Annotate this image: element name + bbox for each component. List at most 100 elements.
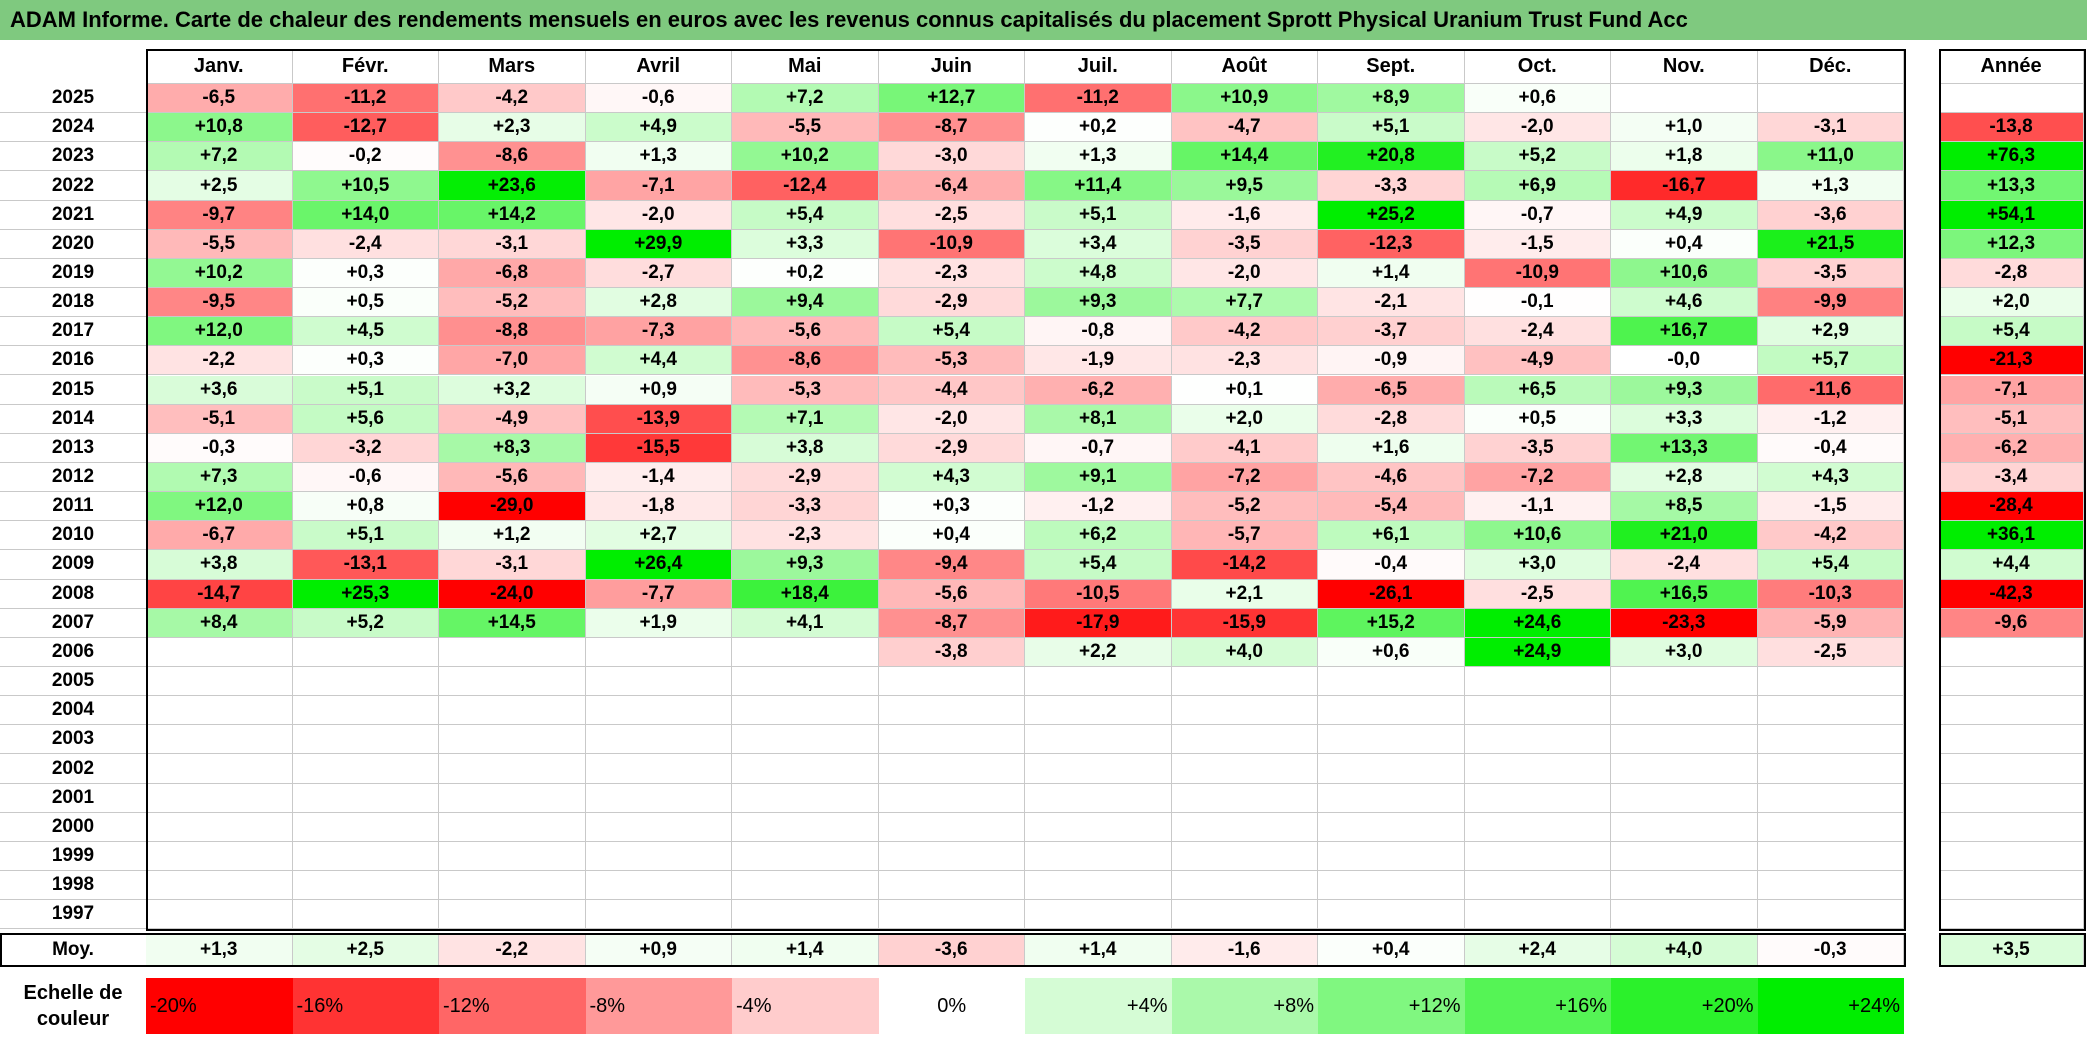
- heatmap-cell: [146, 871, 293, 901]
- heatmap-cell: +10,9: [1171, 84, 1318, 114]
- heatmap-cell: +9,3: [1611, 375, 1758, 405]
- heatmap-cell: [1025, 667, 1172, 697]
- color-scale-stop: -16%: [292, 978, 439, 1034]
- year-header: Année: [1939, 49, 2084, 84]
- heatmap-cell: +4,9: [585, 113, 732, 143]
- average-label: Moy.: [0, 934, 146, 966]
- annual-cell: [1939, 667, 2084, 697]
- year-label: 2020: [0, 230, 146, 259]
- average-cell: +0,4: [1318, 934, 1465, 966]
- heatmap-cell: [292, 900, 439, 930]
- year-label: 2006: [0, 638, 146, 667]
- heatmap-cell: -6,5: [1318, 375, 1465, 405]
- heatmap-cell: +4,1: [732, 608, 879, 638]
- heatmap-cell: -14,7: [146, 579, 293, 609]
- average-cell: -2,2: [439, 934, 586, 966]
- heatmap-cell: -0,3: [146, 433, 293, 463]
- heatmap-cell: +12,7: [878, 84, 1025, 114]
- heatmap-cell: +0,3: [292, 346, 439, 376]
- heatmap-cell: [439, 667, 586, 697]
- heatmap-cell: [1611, 783, 1758, 813]
- color-scale-stop: -8%: [585, 978, 732, 1034]
- heatmap-cell: [1757, 900, 1904, 930]
- heatmap-cell: -8,7: [878, 113, 1025, 143]
- heatmap-cell: [585, 841, 732, 872]
- heatmap-cell: -2,0: [1171, 258, 1318, 289]
- heatmap-cell: -5,9: [1757, 608, 1904, 638]
- heatmap-cell: -2,4: [1611, 550, 1758, 580]
- heatmap-cell: -7,1: [585, 171, 732, 201]
- heatmap-cell: +10,2: [732, 142, 879, 172]
- heatmap-cell: [1611, 871, 1758, 901]
- heatmap-cell: -0,1: [1464, 288, 1611, 318]
- heatmap-cell: -10,9: [878, 229, 1025, 259]
- annual-cell: -5,1: [1939, 404, 2084, 434]
- heatmap-cell: +3,8: [146, 550, 293, 580]
- average-cell: +4,0: [1611, 934, 1758, 966]
- annual-cell: +5,4: [1939, 317, 2084, 347]
- annual-cell: [1939, 900, 2084, 930]
- heatmap-cell: +14,0: [292, 200, 439, 230]
- heatmap-cell: [1025, 871, 1172, 901]
- heatmap-cell: +7,2: [146, 142, 293, 172]
- heatmap-cell: -6,2: [1025, 375, 1172, 405]
- heatmap-cell: +6,9: [1464, 171, 1611, 201]
- heatmap-cell: +10,5: [292, 171, 439, 201]
- heatmap-cell: +10,6: [1464, 521, 1611, 551]
- month-header: Juil.: [1025, 49, 1172, 84]
- heatmap-cell: +3,8: [732, 433, 879, 463]
- heatmap-cell: -14,2: [1171, 550, 1318, 580]
- heatmap-cell: +2,2: [1025, 637, 1172, 667]
- heatmap-cell: -0,0: [1611, 346, 1758, 376]
- year-label: 2023: [0, 142, 146, 172]
- year-label: 2013: [0, 434, 146, 463]
- heatmap-cell: +5,2: [1464, 142, 1611, 172]
- annual-cell: -9,6: [1939, 608, 2084, 638]
- heatmap-cell: -5,5: [732, 113, 879, 143]
- heatmap-cell: +1,6: [1318, 433, 1465, 463]
- heatmap-cell: -6,8: [439, 258, 586, 289]
- heatmap-cell: [732, 754, 879, 784]
- heatmap-cell: -1,9: [1025, 346, 1172, 376]
- heatmap-cell: [1171, 871, 1318, 901]
- heatmap-cell: -0,7: [1025, 433, 1172, 463]
- heatmap-cell: +2,0: [1171, 404, 1318, 434]
- average-cell: -3,6: [878, 934, 1025, 966]
- heatmap-cell: +9,3: [732, 550, 879, 580]
- heatmap-cell: [1318, 900, 1465, 930]
- heatmap-cell: [878, 783, 1025, 813]
- heatmap-cell: [1025, 812, 1172, 842]
- month-header: Mars: [439, 49, 586, 84]
- heatmap-cell: +5,4: [732, 200, 879, 230]
- heatmap-cell: +6,1: [1318, 521, 1465, 551]
- heatmap-cell: -8,7: [878, 608, 1025, 638]
- heatmap-cell: [585, 900, 732, 930]
- heatmap-cell: -0,6: [292, 462, 439, 493]
- heatmap-cell: -3,5: [1757, 258, 1904, 289]
- heatmap-cell: -3,2: [292, 433, 439, 463]
- heatmap-cell: +4,3: [878, 462, 1025, 493]
- heatmap-cell: -9,9: [1757, 288, 1904, 318]
- heatmap-cell: -3,3: [1318, 171, 1465, 201]
- heatmap-cell: +10,2: [146, 258, 293, 289]
- heatmap-cell: [1464, 696, 1611, 726]
- color-scale-label-line2: couleur: [36, 1008, 110, 1030]
- annual-cell: -3,4: [1939, 462, 2084, 493]
- heatmap-cell: +5,1: [1025, 200, 1172, 230]
- heatmap-cell: -5,5: [146, 229, 293, 259]
- heatmap-cell: -2,4: [292, 229, 439, 259]
- heatmap-cell: +5,1: [1318, 113, 1465, 143]
- annual-cell: [1939, 871, 2084, 901]
- year-label: 2014: [0, 405, 146, 434]
- average-cell: -1,6: [1171, 934, 1318, 966]
- heatmap-cell: -1,8: [585, 492, 732, 522]
- heatmap-cell: +15,2: [1318, 608, 1465, 638]
- heatmap-cell: -4,2: [1171, 317, 1318, 347]
- heatmap-cell: [1171, 783, 1318, 813]
- heatmap-cell: -23,3: [1611, 608, 1758, 638]
- heatmap-cell: [878, 667, 1025, 697]
- heatmap-cell: +12,0: [146, 492, 293, 522]
- heatmap-cell: [585, 696, 732, 726]
- heatmap-cell: +1,9: [585, 608, 732, 638]
